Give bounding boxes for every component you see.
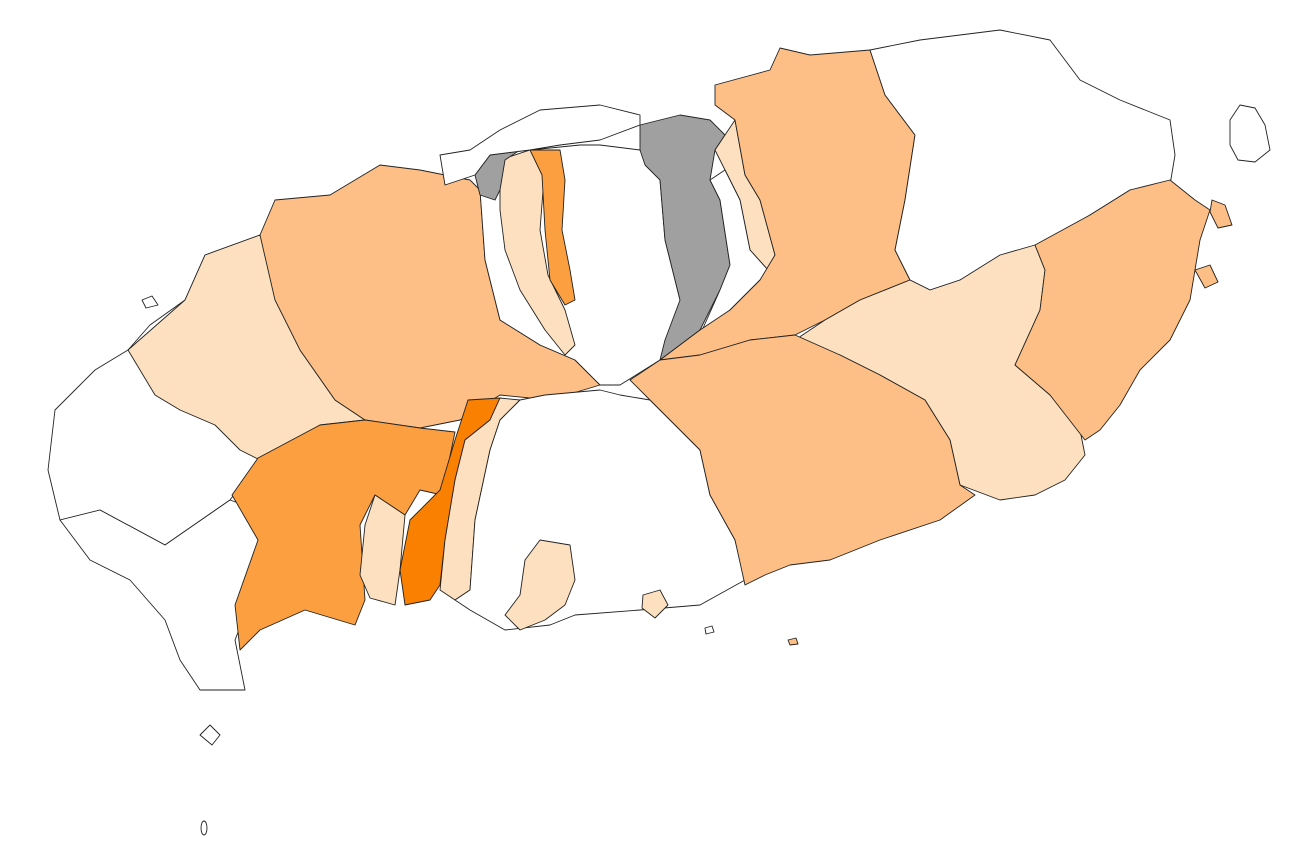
region-southeast-large[interactable] (629, 334, 976, 586)
region-north-center-strip[interactable] (529, 149, 576, 306)
region-north-coast[interactable] (439, 104, 641, 186)
islet-southwest-a[interactable] (199, 724, 221, 746)
islet-east-small[interactable] (1209, 199, 1233, 229)
region-south-coast-light[interactable] (504, 539, 576, 631)
region-east-medium[interactable] (1014, 179, 1211, 441)
region-southwest-coast[interactable] (59, 499, 263, 691)
islet-south-c[interactable] (704, 625, 715, 635)
islet-east-udo[interactable] (1229, 104, 1271, 163)
islet-south-b[interactable] (787, 637, 799, 646)
islet-south-a[interactable] (641, 589, 669, 619)
islet-southwest-b[interactable] (200, 820, 208, 836)
islet-west-small[interactable] (141, 295, 159, 309)
region-south-small-light[interactable] (359, 494, 406, 606)
islet-east-tiny[interactable] (1194, 264, 1219, 289)
region-southwest-orange[interactable] (231, 419, 456, 651)
